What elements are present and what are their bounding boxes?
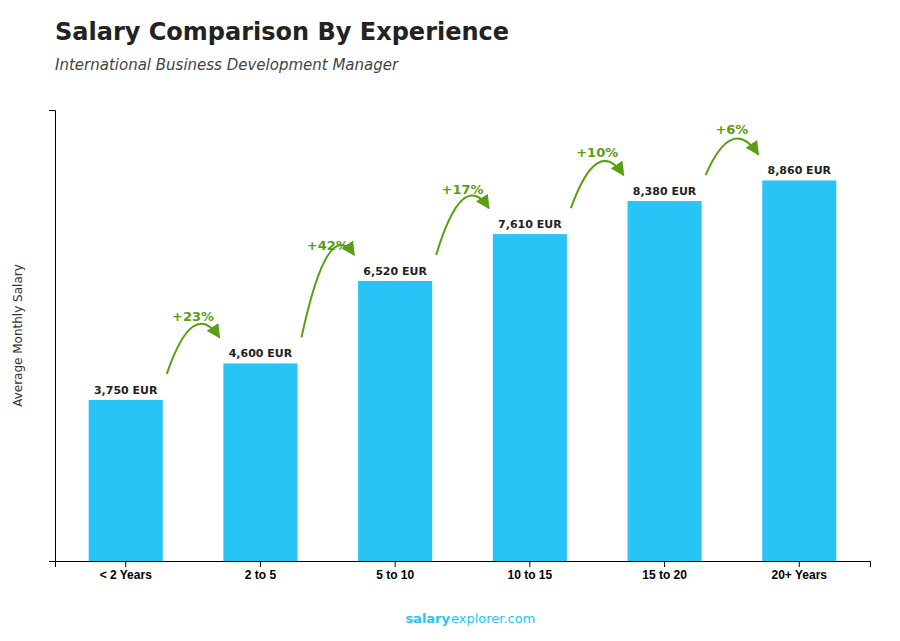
y-axis-title: Average Monthly Salary	[11, 264, 25, 407]
pct-arrow	[571, 161, 624, 208]
footer: salary	[405, 611, 450, 626]
bar	[358, 281, 432, 561]
footer: explorer.com	[451, 611, 535, 626]
data-label: 6,520 EUR	[363, 265, 427, 278]
x-tick-label: < 2 Years	[100, 568, 152, 582]
annotations: +23% +42% +17% +10% +6%	[167, 122, 758, 374]
x-tick-mark	[260, 561, 261, 567]
pct-arrow	[167, 324, 220, 374]
x-tick-label: 10 to 15	[508, 568, 553, 582]
x-tick: 20+ Years	[772, 561, 828, 582]
title: Salary Comparison By Experience	[55, 18, 509, 46]
pct-arrow	[301, 245, 354, 337]
pct-arrow	[436, 196, 489, 255]
x-tick-label: 2 to 5	[245, 568, 277, 582]
y-axis	[49, 111, 56, 562]
x-tick-label: 20+ Years	[772, 568, 828, 582]
x-tick-mark	[664, 561, 665, 567]
data-label: 8,380 EUR	[633, 185, 697, 198]
x-tick-mark	[125, 561, 126, 567]
data-label: 7,610 EUR	[498, 218, 562, 231]
x-tick-label: 5 to 10	[376, 568, 414, 582]
data-labels: 3,750 EUR 4,600 EUR 6,520 EUR 7,610 EUR 8,38…	[94, 164, 832, 396]
x-tick: 10 to 15	[508, 561, 553, 582]
bar	[223, 363, 297, 561]
pct-label: +6%	[715, 122, 748, 137]
x-tick: 5 to 10	[376, 561, 414, 582]
pct-label: +42%	[307, 238, 349, 253]
x-tick-mark	[799, 561, 800, 567]
bars	[89, 180, 837, 561]
plot: < 2 Years 2 to 5 5 to 10 10 to 15 15 to 20 20…	[49, 111, 871, 582]
x-tick: 15 to 20	[642, 561, 687, 582]
y-axis-line	[49, 111, 56, 562]
data-label: 4,600 EUR	[229, 347, 293, 360]
pct-label: +17%	[441, 182, 483, 197]
pct-label: +10%	[576, 145, 618, 160]
pct-arrow	[706, 139, 759, 176]
pct-label: +23%	[172, 309, 214, 324]
bar	[762, 180, 836, 561]
data-label: 8,860 EUR	[768, 164, 832, 177]
bar	[628, 201, 702, 561]
data-label: 3,750 EUR	[94, 384, 158, 397]
x-tick: < 2 Years	[100, 561, 152, 582]
x-tick-mark	[529, 561, 530, 567]
x-axis: < 2 Years 2 to 5 5 to 10 10 to 15 15 to 20 20…	[56, 561, 871, 582]
chart: Salary Comparison By Experience Internati…	[0, 0, 900, 641]
x-tick-label: 15 to 20	[642, 568, 687, 582]
subtitle: International Business Development Manag…	[55, 56, 399, 74]
x-tick: 2 to 5	[245, 561, 277, 582]
x-axis-line	[56, 562, 871, 568]
bar	[89, 400, 163, 561]
x-tick-mark	[395, 561, 396, 567]
bar	[493, 234, 567, 561]
